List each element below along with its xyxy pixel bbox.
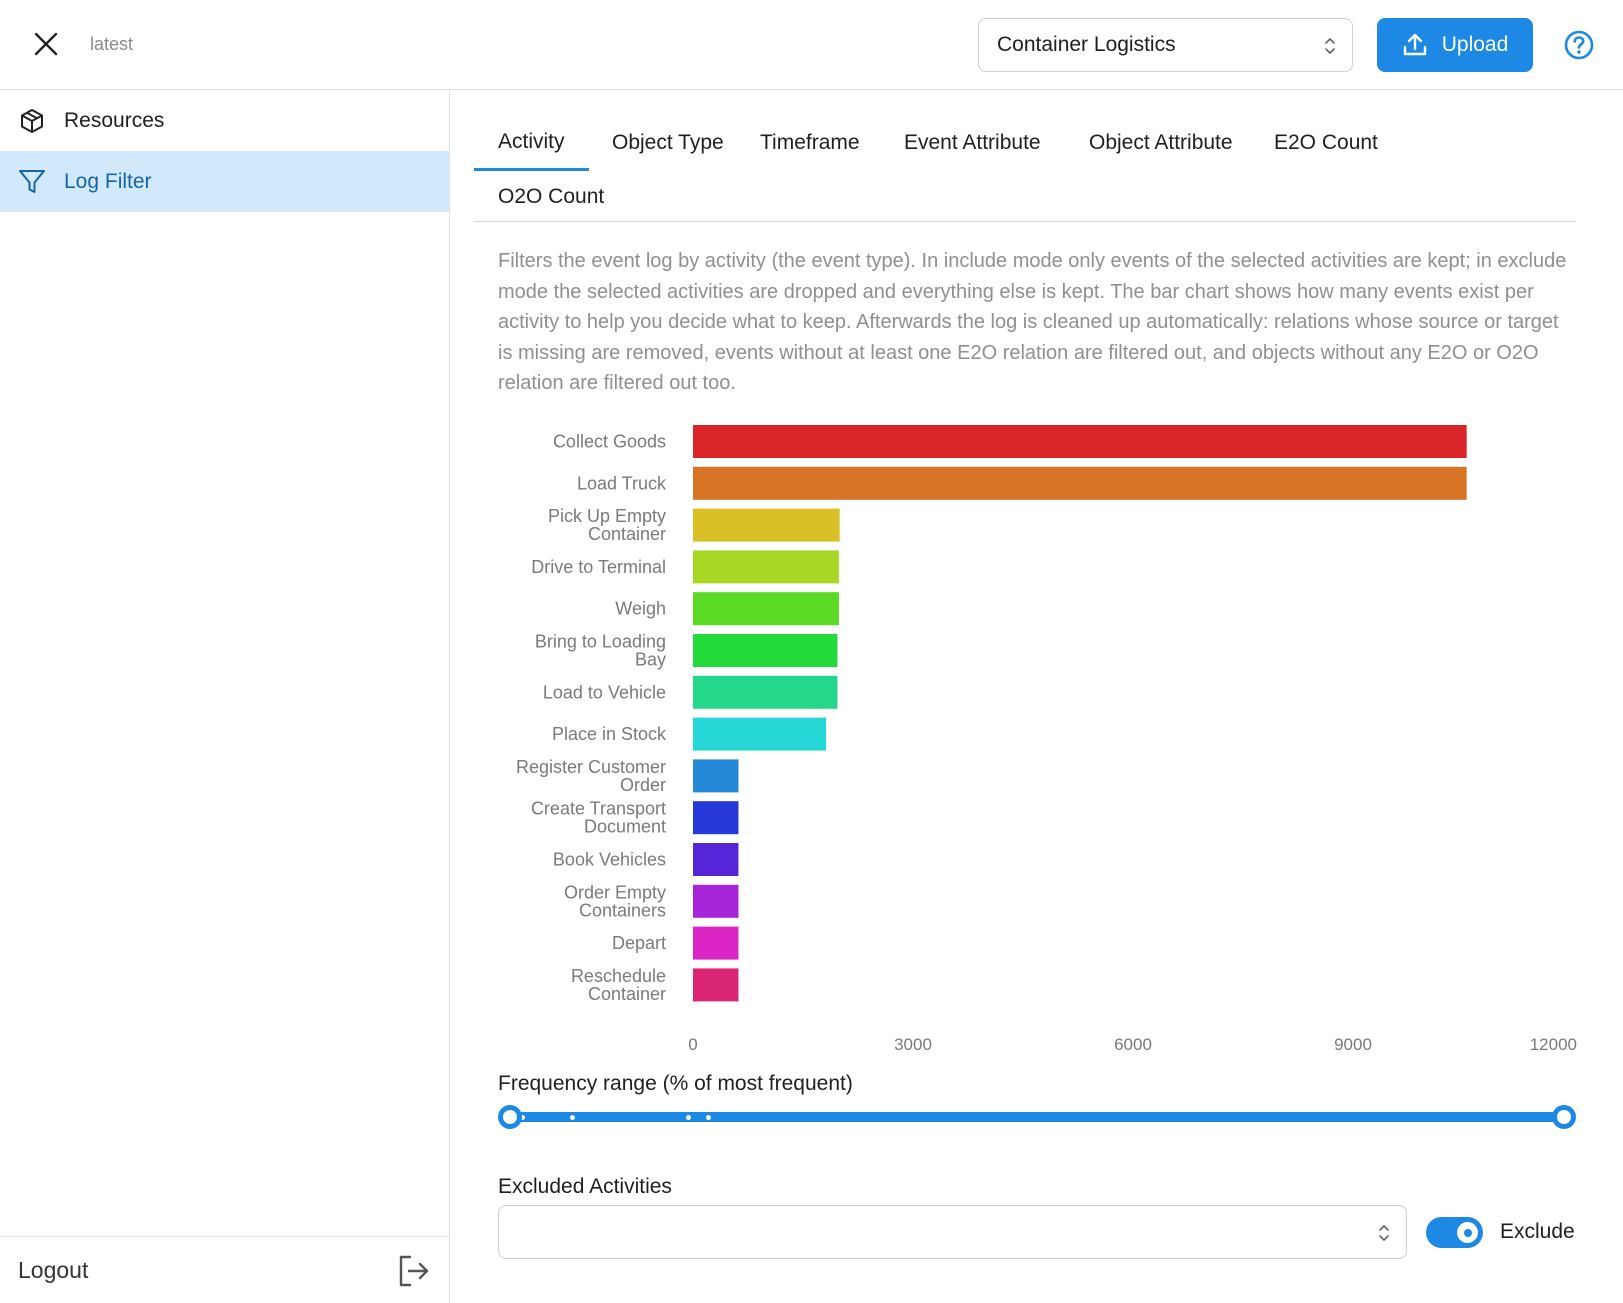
logout-icon[interactable] [395,1253,431,1289]
bar-reschedule-container[interactable] [693,968,739,1002]
close-icon [34,32,58,56]
slider-mark [706,1115,711,1120]
tab-e2o-count[interactable]: E2O Count [1274,131,1378,154]
bar-create-transport-document[interactable] [693,801,739,835]
filter-icon [18,168,46,196]
bar-bring-to-loading-bay[interactable] [693,634,838,667]
bar-pick-up-empty-container[interactable] [693,508,840,542]
excluded-activities-select[interactable] [498,1205,1407,1259]
top-bar: latest Container Logistics Upload [0,0,1623,90]
category-label: Load to Vehicle [543,682,666,702]
category-label: Reschedule Container [571,966,666,1004]
help-button[interactable] [1562,28,1596,62]
bar-load-to-vehicle[interactable] [693,675,838,709]
category-label: Load Truck [577,473,667,493]
category-label: Bring to Loading Bay [535,632,666,670]
chevron-updown-icon [1379,1225,1389,1241]
x-tick-label: 12000 [1530,1035,1577,1054]
slider-mark [520,1115,525,1120]
x-tick-label: 9000 [1334,1035,1372,1054]
slider-mark [570,1115,575,1120]
upload-label: Upload [1441,33,1509,56]
logout-label[interactable]: Logout [18,1256,89,1283]
sidebar-item-log-filter[interactable]: Log Filter [0,151,449,212]
tab-object-type[interactable]: Object Type [612,131,724,154]
sidebar: Resources Log Filter Logout [0,90,450,1303]
sidebar-item-label: Resources [64,108,165,132]
version-label: latest [90,34,134,54]
bar-drive-to-terminal[interactable] [693,550,839,584]
package-icon [18,107,46,135]
sidebar-item-label: Log Filter [64,169,152,193]
bar-weigh[interactable] [693,592,839,626]
category-label: Place in Stock [552,724,667,744]
dataset-select[interactable]: Container Logistics [978,18,1353,72]
category-label: Collect Goods [553,432,666,452]
frequency-range-slider[interactable] [498,1102,1576,1132]
help-icon [1564,30,1594,60]
tab-event-attribute[interactable]: Event Attribute [904,131,1041,154]
exclude-mode-label: Exclude [1500,1220,1575,1243]
slider-track[interactable] [508,1112,1566,1122]
tab-activity[interactable]: Activity [474,116,589,171]
bar-place-in-stock[interactable] [693,717,827,751]
bar-depart[interactable] [693,926,739,960]
slider-max-handle[interactable] [1552,1105,1576,1129]
chevron-updown-icon [1325,38,1335,54]
x-tick-label: 0 [688,1035,697,1054]
bar-collect-goods[interactable] [693,425,1467,458]
slider-mark [686,1115,691,1120]
category-label: Weigh [615,599,666,619]
slider-min-handle[interactable] [498,1105,522,1129]
x-tick-label: 3000 [894,1035,932,1054]
category-label: Drive to Terminal [531,557,666,577]
close-button[interactable] [28,26,64,62]
tab-object-attribute[interactable]: Object Attribute [1089,131,1233,154]
filter-description: Filters the event log by activity (the e… [498,250,1567,394]
upload-icon [1403,33,1426,56]
upload-button[interactable]: Upload [1377,18,1533,72]
tab-timeframe[interactable]: Timeframe [760,131,860,154]
sidebar-item-resources[interactable]: Resources [0,90,449,151]
activity-frequency-chart: Collect Goods Load Truck Pick Up Empty Cont… [516,425,1577,1054]
category-label: Book Vehicles [553,850,666,870]
tab-o2o-count[interactable]: O2O Count [498,185,605,208]
bar-order-empty-containers[interactable] [693,884,739,918]
bar-register-customer-order[interactable] [693,759,739,793]
frequency-range-label: Frequency range (% of most frequent) [498,1072,853,1095]
category-label: Create Transport Document [531,799,666,837]
category-label: Order Empty Containers [564,882,666,920]
excluded-activities-label: Excluded Activities [498,1175,672,1198]
x-tick-label: 6000 [1114,1035,1152,1054]
filter-tabs: Activity Object Type Timeframe Event Att… [474,112,1576,222]
category-label: Register Customer Order [516,757,666,795]
exclude-mode-toggle[interactable] [1426,1217,1483,1248]
dataset-select-value: Container Logistics [997,33,1176,56]
bar-load-truck[interactable] [693,466,1467,500]
toggle-knob [1457,1222,1478,1243]
bar-book-vehicles[interactable] [693,843,739,876]
category-label: Depart [612,933,666,953]
sidebar-footer: Logout [0,1236,449,1303]
category-label: Pick Up Empty Container [548,506,666,544]
